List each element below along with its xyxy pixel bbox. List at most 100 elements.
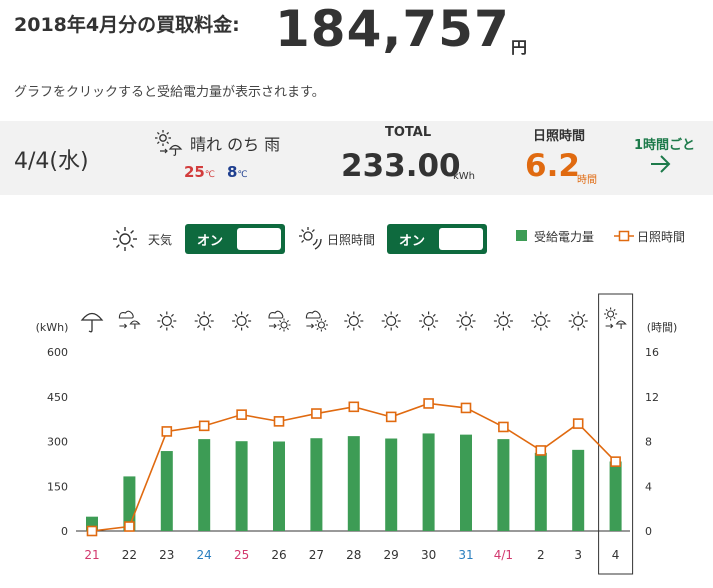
x-tick-26: 26 <box>271 548 286 562</box>
x-tick-30: 30 <box>421 548 436 562</box>
x-tick-4: 4 <box>612 548 620 562</box>
sunshine-toggle-state: オン <box>399 234 426 249</box>
y-tick-left: 0 <box>61 525 68 538</box>
y-axis-right-title: (時間) <box>647 321 678 334</box>
x-tick-2: 2 <box>537 548 545 562</box>
total-value: 233.00 <box>341 148 461 184</box>
bar-23 <box>160 451 173 531</box>
per-hour-link[interactable]: 1時間ごと <box>634 138 696 153</box>
bar-2 <box>534 452 547 531</box>
weather-icon-23 <box>157 311 177 331</box>
selected-date: 4/4(水) <box>14 149 89 174</box>
bar-3 <box>572 449 585 531</box>
bar-26 <box>273 441 285 531</box>
sunshine-point-3 <box>572 418 584 429</box>
bar-22 <box>123 476 136 531</box>
y-tick-left: 450 <box>47 391 68 404</box>
sunshine-point-4 <box>610 456 621 467</box>
temp-high: 25℃ <box>184 163 215 181</box>
weather-icon-2 <box>531 311 551 331</box>
sunshine-toggle-knob[interactable] <box>439 228 483 250</box>
sunshine-icon <box>299 227 322 250</box>
sunshine-value: 6.2 <box>525 148 580 184</box>
weather-icon-26 <box>268 310 291 332</box>
weather-text: 晴れ のち 雨 <box>190 135 281 154</box>
weather-icon-25 <box>232 311 252 331</box>
sunshine-toggle-label: 日照時間 <box>327 233 376 247</box>
total-label: TOTAL <box>385 125 432 140</box>
x-tick-24: 24 <box>197 548 212 562</box>
legend-bar-swatch <box>516 230 527 241</box>
y-tick-right: 12 <box>645 391 659 404</box>
sunshine-point-23 <box>161 426 173 437</box>
sunshine-point-2 <box>535 445 547 456</box>
total-unit: kWh <box>453 171 476 182</box>
bar-30 <box>422 433 435 531</box>
weather-icon-27 <box>305 310 328 332</box>
sunshine-unit: 時間 <box>577 175 597 186</box>
bar-28 <box>347 436 360 531</box>
bar-29 <box>385 438 398 531</box>
sunshine-point-24 <box>198 420 210 432</box>
sunshine-label: 日照時間 <box>533 129 586 144</box>
x-tick-25: 25 <box>234 548 249 562</box>
y-tick-left: 600 <box>47 346 68 359</box>
weather-icon-28 <box>344 311 364 331</box>
y-tick-right: 16 <box>645 346 659 359</box>
sunshine-point-26 <box>273 416 285 427</box>
y-axis-left-title: (kWh) <box>36 321 69 334</box>
purchase-amount-value: 184,757 <box>275 0 510 58</box>
legend-line-swatch <box>614 230 634 242</box>
x-tick-28: 28 <box>346 548 361 562</box>
weather-toggle-state: オン <box>197 234 224 249</box>
sunshine-point-25 <box>236 409 247 420</box>
weather-icon-24 <box>194 311 214 331</box>
bar-27 <box>310 438 323 531</box>
sun-icon <box>113 227 137 251</box>
weather-icon-21 <box>80 312 104 333</box>
sunshine-point-22 <box>124 521 135 532</box>
x-tick-23: 23 <box>159 548 174 562</box>
bar-24 <box>198 439 211 531</box>
sunshine-point-30 <box>423 398 434 409</box>
weather-icon-30 <box>419 311 439 331</box>
sun-then-rain-icon <box>155 130 183 156</box>
day-summary-bar: 4/4(水) 晴れ のち 雨 25℃ 8℃ TOTAL 233.00 kWh 日… <box>0 121 713 195</box>
sunshine-toggle[interactable]: オン <box>387 224 487 254</box>
purchase-amount-label: 2018年4月分の買取料金: <box>14 14 240 36</box>
selected-day-frame <box>598 293 634 575</box>
x-tick-3: 3 <box>574 548 582 562</box>
weather-icon-4/1 <box>493 311 513 331</box>
arrow-right-icon[interactable] <box>650 154 672 174</box>
sunshine-point-29 <box>385 411 397 423</box>
weather-icon-4 <box>604 307 627 329</box>
weather-icon-3 <box>568 311 588 331</box>
chart-hint-text: グラフをクリックすると受給電力量が表示されます。 <box>14 85 325 100</box>
legend-bar-label: 受給電力量 <box>534 230 595 244</box>
y-tick-left: 150 <box>47 480 68 493</box>
temp-low: 8℃ <box>227 163 248 181</box>
x-tick-31: 31 <box>458 548 473 562</box>
bar-31 <box>460 434 472 531</box>
x-tick-4/1: 4/1 <box>494 548 513 562</box>
purchase-amount-unit: 円 <box>511 38 528 57</box>
weather-toggle[interactable]: オン <box>185 224 285 254</box>
weather-toggle-knob[interactable] <box>237 228 281 250</box>
legend-line-label: 日照時間 <box>637 230 686 244</box>
sunshine-point-31 <box>460 402 472 414</box>
x-tick-21: 21 <box>84 548 99 562</box>
sunshine-point-28 <box>348 401 360 413</box>
weather-icon-31 <box>456 311 476 331</box>
y-tick-right: 0 <box>645 525 652 538</box>
sunshine-point-21 <box>86 525 98 537</box>
weather-toggle-label: 天気 <box>148 233 173 247</box>
sunshine-point-27 <box>311 408 322 419</box>
sunshine-point-4/1 <box>498 421 509 433</box>
weather-icon-22 <box>118 310 141 329</box>
weather-icon-29 <box>381 311 401 331</box>
y-tick-left: 300 <box>47 436 68 449</box>
bar-4 <box>609 461 622 531</box>
y-tick-right: 4 <box>645 480 652 493</box>
y-tick-right: 8 <box>645 436 652 449</box>
